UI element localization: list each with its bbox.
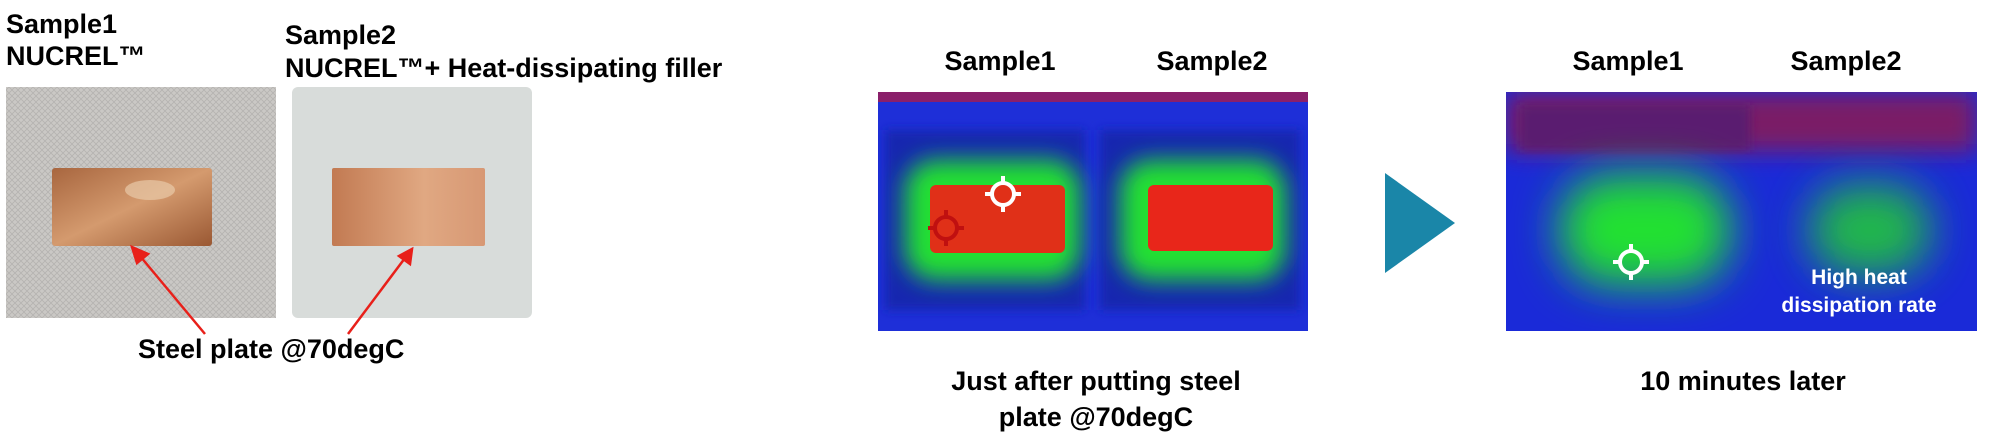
annotation-line-1: High heat [1811, 266, 1907, 289]
photo-sample2 [292, 87, 532, 318]
thermal-before-label-2: Sample2 [1156, 46, 1267, 76]
thermal-after-label-1: Sample1 [1572, 46, 1683, 76]
sample2-label: Sample2 [285, 20, 396, 50]
sample2-material: NUCREL™+ Heat-dissipating filler [285, 53, 723, 83]
thermal-before-label-1: Sample1 [944, 46, 1055, 76]
photo-sample1 [6, 87, 276, 318]
annotation-line-2: dissipation rate [1781, 294, 1936, 317]
steel-plate-caption: Steel plate @70degC [138, 334, 404, 364]
transition-arrow [1385, 173, 1455, 273]
thermal-after-image [1506, 92, 1977, 331]
thermal-before-caption-1: Just after putting steel [951, 366, 1241, 396]
sample1-material: NUCREL™ [6, 41, 146, 71]
thermal-after-label-2: Sample2 [1790, 46, 1901, 76]
thermal-after-caption: 10 minutes later [1640, 366, 1846, 396]
thermal-before-caption-2: plate @70degC [999, 402, 1193, 432]
sample1-label: Sample1 [6, 9, 117, 39]
pointer-arrows [129, 244, 414, 335]
thermal-before-image [878, 92, 1308, 331]
